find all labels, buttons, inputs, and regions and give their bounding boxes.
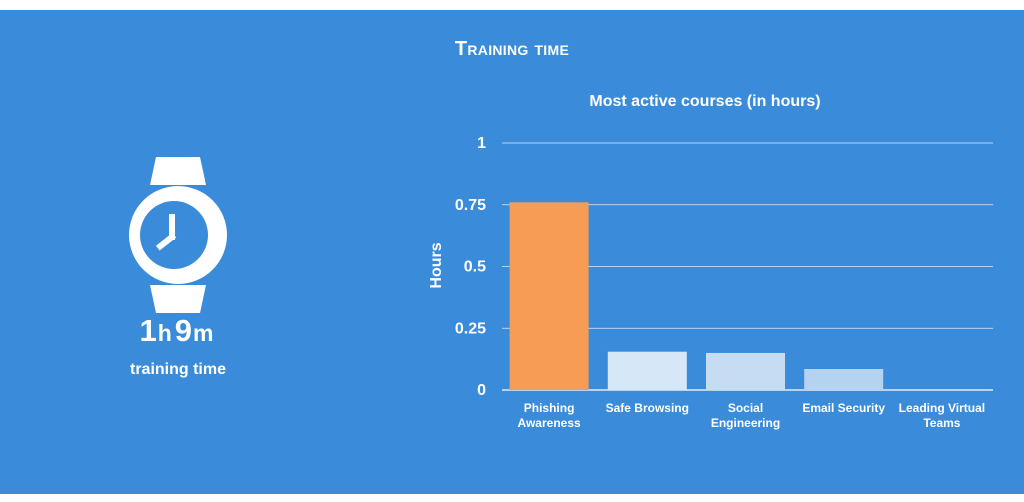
training-time-panel: Training time 1h9m training time Most ac… [0, 10, 1024, 494]
watch-icon [129, 157, 227, 313]
x-tick-label: Social [728, 401, 763, 415]
y-axis-label: Hours [428, 242, 445, 288]
x-tick-label: Phishing [524, 401, 575, 415]
y-tick-label: 1 [477, 135, 486, 152]
minutes-value: 9 [174, 313, 193, 348]
hours-unit: h [157, 320, 172, 346]
x-tick-label: Email Security [802, 401, 885, 415]
y-tick-label: 0.75 [455, 197, 486, 214]
x-tick-label: Teams [923, 416, 960, 430]
training-duration: 1h9m [78, 313, 278, 349]
bar[interactable] [607, 351, 687, 390]
x-tick-label: Leading Virtual [899, 401, 985, 415]
minutes-unit: m [193, 320, 214, 346]
page-title: Training time [454, 38, 570, 60]
y-tick-label: 0.25 [455, 320, 486, 337]
bar[interactable] [804, 369, 884, 390]
x-tick-label: Engineering [711, 416, 780, 430]
bar[interactable] [706, 352, 785, 390]
duration-label: training time [129, 361, 226, 378]
chart-title: Most active courses (in hours) [589, 93, 821, 110]
y-tick-label: 0 [477, 382, 486, 399]
x-tick-label: Safe Browsing [606, 401, 689, 415]
bar[interactable] [509, 202, 589, 390]
hours-value: 1 [139, 313, 157, 348]
x-tick-label: Awareness [518, 416, 581, 430]
y-tick-label: 0.5 [464, 259, 486, 276]
